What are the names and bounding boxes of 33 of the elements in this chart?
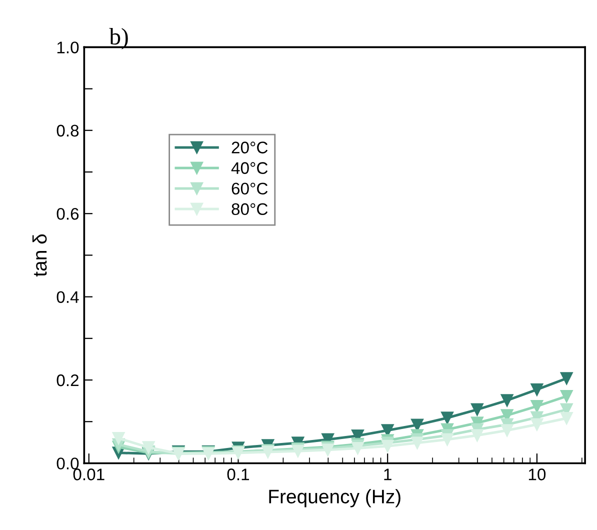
x-tick-label: 0.01	[73, 468, 104, 480]
point	[560, 372, 573, 385]
point	[530, 400, 544, 412]
point	[112, 432, 125, 445]
x-tick-label: 0.1	[227, 468, 250, 480]
y-tick-label: 0.8	[56, 124, 79, 137]
legend-label: 40°C	[231, 162, 268, 174]
point	[560, 412, 573, 425]
point	[500, 394, 514, 407]
legend-label: 80°C	[232, 203, 268, 216]
point	[441, 433, 454, 446]
y-axis-title: tan δ	[32, 234, 47, 277]
point	[381, 440, 394, 452]
chart-title: b)	[109, 28, 128, 50]
x-axis-title: Frequency (Hz)	[269, 489, 400, 508]
y-tick-label: 0.6	[56, 208, 79, 220]
x-tick-label: 1	[384, 468, 392, 480]
point	[500, 424, 514, 437]
y-tick-label: 1.0	[57, 42, 79, 54]
y-tick-label: 0.2	[56, 374, 78, 386]
x-tick-label: 10	[528, 468, 546, 480]
point	[441, 412, 454, 424]
point	[411, 436, 424, 450]
point	[470, 429, 484, 442]
legend-label: 60°C	[232, 182, 268, 195]
point	[470, 403, 484, 416]
y-tick-label: 0.4	[56, 291, 79, 304]
y-tick-label: 0.0	[56, 458, 79, 470]
point	[560, 390, 573, 402]
point	[142, 441, 155, 454]
point	[530, 418, 544, 431]
legend-label: 20°C	[232, 142, 268, 154]
point	[530, 383, 544, 396]
